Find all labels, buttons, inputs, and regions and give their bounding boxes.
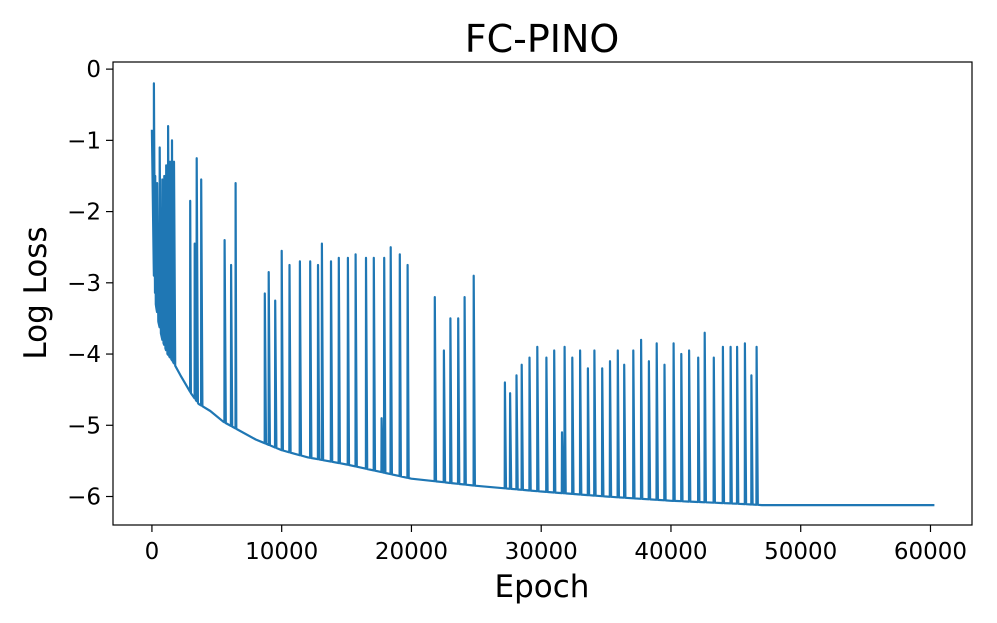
x-tick-label: 60000 [894, 539, 967, 565]
y-tick-label: −6 [67, 485, 101, 511]
y-axis: 0 −1 −2 −3 −4 −5 −6 [67, 57, 113, 511]
y-tick-label: −4 [67, 342, 101, 368]
chart-title: FC-PINO [465, 17, 620, 61]
y-tick-label: −3 [67, 271, 101, 297]
x-tick-label: 30000 [505, 539, 578, 565]
x-tick-label: 10000 [245, 539, 318, 565]
x-tick-label: 50000 [764, 539, 837, 565]
y-tick-label: −1 [67, 128, 101, 154]
x-tick-label: 20000 [375, 539, 448, 565]
x-axis: 0 10000 20000 30000 40000 50000 60000 [145, 525, 967, 565]
plot-frame [112, 61, 973, 526]
x-tick-label: 0 [145, 539, 160, 565]
x-axis-label: Epoch [495, 569, 590, 605]
y-tick-label: 0 [86, 57, 101, 83]
series-line [150, 82, 935, 507]
y-tick-label: −2 [67, 200, 101, 226]
y-tick-label: −5 [67, 413, 101, 439]
plot-area [150, 82, 935, 507]
y-axis-label: Log Loss [18, 226, 54, 359]
x-tick-label: 40000 [634, 539, 707, 565]
